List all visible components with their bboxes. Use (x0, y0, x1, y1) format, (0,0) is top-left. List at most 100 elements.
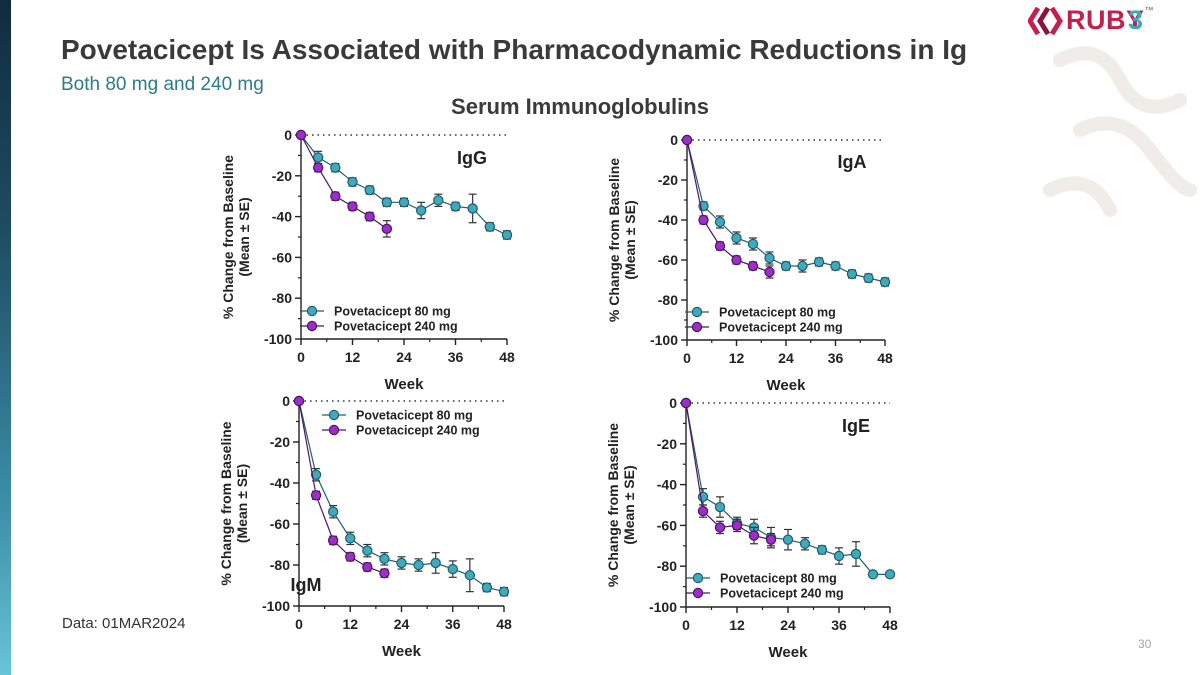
logo-wordmark: RUBY™ (1066, 5, 1154, 36)
data-point (310, 490, 322, 501)
legend-marker (328, 409, 340, 421)
legend-marker (692, 587, 704, 599)
page-title: Povetacicept Is Associated with Pharmaco… (61, 34, 968, 65)
y-tick-label: -100 (650, 332, 678, 348)
x-tick-label: 12 (729, 617, 745, 633)
legend-label: Povetacicept 240 mg (719, 321, 843, 335)
data-point (797, 260, 808, 272)
data-point (379, 568, 390, 579)
y-axis-title: % Change from Baseline(Mean ± SE) (606, 158, 638, 322)
data-point (447, 563, 458, 575)
data-point (747, 260, 759, 272)
x-axis-title: Week (767, 377, 807, 394)
data-point (867, 569, 879, 580)
data-point (501, 229, 513, 241)
data-point (816, 544, 828, 556)
legend-marker (306, 320, 318, 332)
data-point (364, 184, 375, 196)
legend-label: Povetacicept 80 mg (719, 306, 836, 320)
data-cutoff-footnote: Data: 01MAR2024 (62, 615, 186, 632)
data-point (396, 557, 407, 569)
x-tick-label: 24 (778, 350, 794, 366)
y-axis-title: % Change from Baseline(Mean ± SE) (218, 421, 250, 585)
data-point (833, 550, 845, 562)
chart-panel-igg: 0 -20 -40 -60 -80 -100 0 12 24 36 48 Week % Change f… (220, 127, 515, 393)
data-point (714, 522, 726, 533)
panel-label: IgG (457, 148, 487, 168)
background-decoration (1043, 46, 1197, 217)
data-point (364, 211, 375, 222)
data-point (330, 190, 341, 202)
data-point (813, 256, 825, 268)
y-tick-label: 0 (669, 395, 677, 411)
x-tick-label: 48 (496, 616, 512, 632)
data-point (782, 534, 794, 545)
x-tick-label: 36 (445, 616, 461, 632)
panel-label: IgA (838, 152, 867, 172)
x-tick-label: 36 (831, 617, 847, 633)
data-point (347, 176, 358, 188)
x-tick-label: 24 (396, 349, 412, 365)
data-point (731, 232, 742, 244)
data-point (312, 152, 324, 163)
data-point (415, 205, 427, 216)
y-tick-label: -100 (264, 331, 292, 347)
y-axis-title-line: % Change from Baseline (605, 423, 621, 587)
section-title: Serum Immunoglobulins (451, 94, 709, 119)
data-point (347, 201, 358, 212)
y-tick-label: -20 (272, 168, 292, 184)
y-axis-title-line: % Change from Baseline (220, 155, 236, 319)
data-point (698, 214, 709, 226)
data-point (799, 538, 811, 549)
logo-tm: ™ (1144, 5, 1155, 15)
y-axis-title-line: (Mean ± SE) (236, 197, 252, 276)
series-80mg (295, 129, 513, 241)
data-point (310, 469, 322, 480)
data-point (379, 553, 390, 565)
legend-marker (691, 306, 703, 318)
y-tick-label: -60 (658, 252, 678, 268)
x-tick-label: 0 (297, 349, 305, 365)
x-tick-label: 12 (729, 350, 745, 366)
legend-label: Povetacicept 80 mg (334, 305, 451, 319)
y-tick-label: -100 (262, 598, 290, 614)
data-point (481, 582, 493, 593)
data-point (467, 203, 478, 214)
data-point (764, 252, 775, 264)
legend-marker (328, 424, 340, 436)
panel-label: IgE (842, 416, 870, 436)
data-point (312, 162, 324, 173)
data-point (830, 260, 841, 272)
data-point (697, 505, 709, 517)
x-tick-label: 48 (882, 617, 898, 633)
page-subtitle: Both 80 mg and 240 mg (61, 74, 264, 95)
x-tick-label: 12 (342, 616, 358, 632)
legend-label: Povetacicept 240 mg (334, 320, 458, 334)
x-tick-label: 24 (394, 616, 410, 632)
x-tick-label: 24 (780, 617, 796, 633)
legend-marker (692, 572, 704, 584)
y-axis-title-line: (Mean ± SE) (621, 465, 637, 544)
logo-suffix: 3 (1128, 5, 1144, 35)
data-point (413, 559, 424, 571)
chevron-logo-icon (1028, 6, 1063, 36)
data-point (714, 216, 726, 228)
data-point (714, 501, 726, 513)
data-point (345, 533, 356, 544)
data-point (714, 240, 726, 252)
y-axis-title: % Change from Baseline(Mean ± SE) (220, 155, 252, 319)
legend-marker (691, 321, 703, 333)
logo-brand: RUBY (1066, 5, 1145, 35)
data-point (430, 557, 441, 569)
data-point (850, 548, 862, 560)
x-tick-label: 48 (499, 349, 515, 365)
y-tick-label: -40 (658, 212, 678, 228)
x-tick-label: 0 (683, 350, 691, 366)
page-number: 30 (1138, 637, 1152, 651)
data-point (464, 570, 476, 581)
panel-label: IgM (291, 575, 322, 595)
x-tick-label: 12 (345, 349, 361, 365)
